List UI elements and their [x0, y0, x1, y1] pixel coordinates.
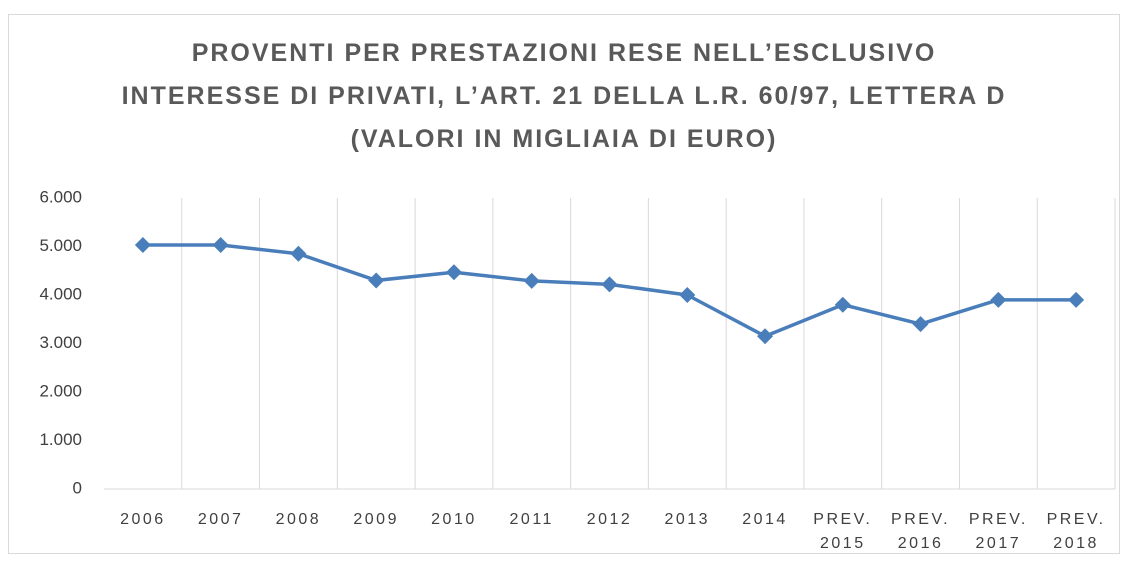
marker [290, 245, 307, 262]
x-tick-label: 2012 [586, 511, 633, 528]
y-tick-label: 3.000 [39, 333, 82, 352]
y-tick-label: 4.000 [39, 284, 82, 303]
marker [912, 316, 929, 333]
marker [1068, 291, 1085, 308]
x-tick-label: 2007 [197, 511, 244, 528]
chart-frame [8, 14, 1120, 554]
marker [134, 237, 151, 254]
y-tick-label: 6.000 [39, 187, 82, 206]
marker [523, 272, 540, 289]
marker [368, 272, 385, 289]
y-tick-label: 5.000 [39, 236, 82, 255]
x-tick-label: 2009 [353, 511, 399, 528]
x-tick-label: 2010 [431, 511, 477, 528]
x-tick-label: PREV. 2015 [813, 511, 873, 552]
marker [834, 296, 851, 313]
y-tick-label: 2.000 [39, 381, 82, 400]
x-tick-label: 2013 [664, 511, 711, 528]
x-tick-label: 2008 [275, 511, 322, 528]
x-tick-label: PREV. 2016 [891, 511, 951, 552]
marker [990, 291, 1007, 308]
marker [212, 237, 229, 254]
chart-title: PROVENTI PER PRESTAZIONI RESE NELL’ESCLU… [121, 39, 1007, 153]
x-tick-label: PREV. 2018 [1046, 511, 1106, 552]
marker [757, 328, 774, 345]
x-tick-label: 2011 [509, 511, 554, 528]
x-tick-label: 2006 [120, 511, 166, 528]
y-tick-label: 1.000 [39, 430, 82, 449]
x-tick-label: PREV. 2017 [968, 511, 1028, 552]
y-tick-label: 0 [73, 478, 82, 497]
marker [679, 287, 696, 303]
marker [601, 276, 618, 293]
x-tick-label: 2014 [742, 511, 788, 528]
marker [445, 264, 462, 281]
